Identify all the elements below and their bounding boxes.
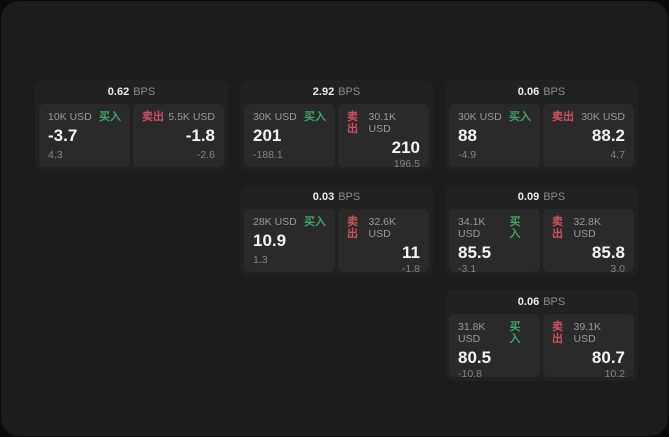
sell-price: 88.2 xyxy=(591,126,625,145)
sell-label: 卖出 xyxy=(347,111,358,135)
sell-amount: 5.5K USD xyxy=(168,111,215,123)
sell-amount: 30.1K USD xyxy=(368,111,396,135)
sell-sub-value: -1.8 xyxy=(401,263,420,275)
buy-price: 10.9 xyxy=(253,231,287,250)
sell-sub-value: 3.0 xyxy=(610,263,625,275)
sell-sub-value: -2.6 xyxy=(196,149,215,161)
sell-quote-panel[interactable]: 卖出 32.8K USD 85.8 3.0 xyxy=(543,209,634,275)
buy-quote-panel[interactable]: 30K USD 买入 88 -4.9 xyxy=(449,104,540,167)
buy-sub-value: -3.1 xyxy=(458,263,477,275)
card-header: 0.06 BPS xyxy=(445,290,638,314)
sell-amount: 30K USD xyxy=(581,111,625,123)
bps-value: 0.06 xyxy=(517,86,540,98)
buy-price: 201 xyxy=(253,126,282,145)
card-header: 0.09 BPS xyxy=(445,185,638,209)
buy-sub-value: -188.1 xyxy=(253,149,283,161)
card-header: 0.62 BPS xyxy=(35,80,228,104)
buy-price: 85.5 xyxy=(458,243,492,262)
bps-unit-label: BPS xyxy=(543,86,566,98)
buy-price: -3.7 xyxy=(48,126,78,145)
bps-unit-label: BPS xyxy=(543,191,566,203)
quote-panels: 31.8K USD 买入 80.5 -10.8 卖出 39.1K USD 80.… xyxy=(445,314,638,381)
sell-amount: 32.6K USD xyxy=(368,216,396,240)
buy-amount: 28K USD xyxy=(253,216,297,228)
buy-label: 买入 xyxy=(99,111,121,123)
buy-amount: 30K USD xyxy=(458,111,502,123)
sell-label: 卖出 xyxy=(347,216,358,240)
quote-panels: 34.1K USD 买入 85.5 -3.1 卖出 32.8K USD 85.8… xyxy=(445,209,638,276)
sell-price: -1.8 xyxy=(185,126,215,145)
sell-price: 11 xyxy=(402,243,420,262)
sell-quote-panel[interactable]: 卖出 32.6K USD 11 -1.8 xyxy=(338,209,429,275)
quote-card-3: 0.03 BPS 28K USD 买入 10.9 1.3 卖出 32.6K US… xyxy=(240,185,433,276)
sell-label: 卖出 xyxy=(552,111,574,123)
sell-price: 80.7 xyxy=(591,348,625,367)
buy-amount: 31.8K USD xyxy=(458,321,486,345)
buy-label: 买入 xyxy=(509,216,521,240)
sell-sub-value: 196.5 xyxy=(393,158,420,170)
buy-amount: 10K USD xyxy=(48,111,92,123)
quote-card-4: 0.06 BPS 30K USD 买入 88 -4.9 卖出 30K USD 8… xyxy=(445,80,638,171)
sell-price: 85.8 xyxy=(591,243,625,262)
buy-label: 买入 xyxy=(304,216,326,228)
bps-unit-label: BPS xyxy=(338,191,361,203)
sell-label: 卖出 xyxy=(142,111,164,123)
buy-sub-value: 1.3 xyxy=(253,254,268,266)
buy-sub-value: 4.3 xyxy=(48,149,63,161)
sell-price: 210 xyxy=(391,138,420,157)
buy-price: 80.5 xyxy=(458,348,492,367)
quote-panels: 30K USD 买入 88 -4.9 卖出 30K USD 88.2 4.7 xyxy=(445,104,638,171)
sell-amount: 39.1K USD xyxy=(573,321,601,345)
card-header: 0.06 BPS xyxy=(445,80,638,104)
buy-quote-panel[interactable]: 10K USD 买入 -3.7 4.3 xyxy=(39,104,130,167)
quote-card-1: 0.62 BPS 10K USD 买入 -3.7 4.3 卖出 5.5K USD… xyxy=(35,80,228,171)
card-header: 0.03 BPS xyxy=(240,185,433,209)
buy-sub-value: -4.9 xyxy=(458,149,477,161)
bps-value: 0.03 xyxy=(312,191,335,203)
buy-quote-panel[interactable]: 30K USD 买入 201 -188.1 xyxy=(244,104,335,167)
card-header: 2.92 BPS xyxy=(240,80,433,104)
quote-card-5: 0.09 BPS 34.1K USD 买入 85.5 -3.1 卖出 32.8K… xyxy=(445,185,638,276)
sell-quote-panel[interactable]: 卖出 30.1K USD 210 196.5 xyxy=(338,104,429,170)
buy-quote-panel[interactable]: 28K USD 买入 10.9 1.3 xyxy=(244,209,335,272)
bps-value: 2.92 xyxy=(312,86,335,98)
buy-price: 88 xyxy=(458,126,477,145)
bps-unit-label: BPS xyxy=(133,86,156,98)
sell-quote-panel[interactable]: 卖出 5.5K USD -1.8 -2.6 xyxy=(133,104,224,167)
bps-value: 0.62 xyxy=(107,86,130,98)
quote-card-6: 0.06 BPS 31.8K USD 买入 80.5 -10.8 卖出 39.1… xyxy=(445,290,638,381)
sell-quote-panel[interactable]: 卖出 30K USD 88.2 4.7 xyxy=(543,104,634,167)
bps-unit-label: BPS xyxy=(543,296,566,308)
sell-sub-value: 4.7 xyxy=(610,149,625,161)
buy-label: 买入 xyxy=(509,321,521,345)
buy-label: 买入 xyxy=(509,111,531,123)
buy-amount: 30K USD xyxy=(253,111,297,123)
sell-quote-panel[interactable]: 卖出 39.1K USD 80.7 10.2 xyxy=(543,314,634,380)
buy-quote-panel[interactable]: 31.8K USD 买入 80.5 -10.8 xyxy=(449,314,540,380)
sell-sub-value: 10.2 xyxy=(604,368,625,380)
sell-amount: 32.8K USD xyxy=(573,216,601,240)
buy-amount: 34.1K USD xyxy=(458,216,486,240)
buy-quote-panel[interactable]: 34.1K USD 买入 85.5 -3.1 xyxy=(449,209,540,275)
quote-panels: 28K USD 买入 10.9 1.3 卖出 32.6K USD 11 -1.8 xyxy=(240,209,433,276)
bps-unit-label: BPS xyxy=(338,86,361,98)
buy-label: 买入 xyxy=(304,111,326,123)
quote-panels: 30K USD 买入 201 -188.1 卖出 30.1K USD 210 1… xyxy=(240,104,433,171)
bps-value: 0.09 xyxy=(517,191,540,203)
sell-label: 卖出 xyxy=(552,321,563,345)
quote-panels: 10K USD 买入 -3.7 4.3 卖出 5.5K USD -1.8 -2.… xyxy=(35,104,228,171)
sell-label: 卖出 xyxy=(552,216,563,240)
buy-sub-value: -10.8 xyxy=(458,368,482,380)
quote-card-2: 2.92 BPS 30K USD 买入 201 -188.1 卖出 30.1K … xyxy=(240,80,433,171)
bps-value: 0.06 xyxy=(517,296,540,308)
